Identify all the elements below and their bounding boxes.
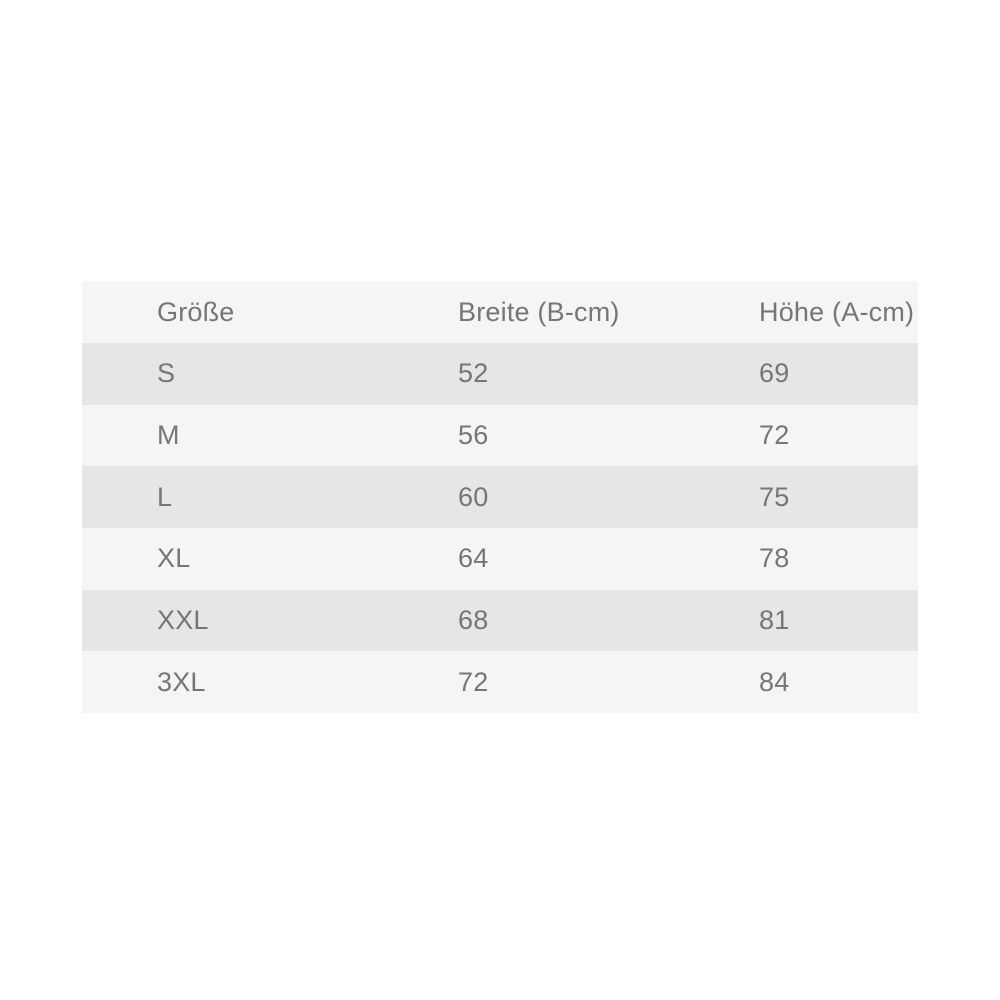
table-row: XL 64 78 bbox=[82, 528, 918, 590]
table-row: 3XL 72 84 bbox=[82, 651, 918, 714]
table-row: S 52 69 bbox=[82, 343, 918, 405]
cell-size: 3XL bbox=[82, 651, 383, 714]
column-header-width: Breite (B-cm) bbox=[383, 281, 684, 343]
table-row: L 60 75 bbox=[82, 466, 918, 529]
cell-height: 84 bbox=[684, 651, 918, 714]
column-header-height: Höhe (A-cm) bbox=[684, 281, 918, 343]
cell-size: XL bbox=[82, 528, 383, 590]
size-chart-body: S 52 69 M 56 72 L 60 75 XL 64 78 XXL 68 bbox=[82, 343, 918, 714]
cell-size: S bbox=[82, 343, 383, 405]
cell-width: 72 bbox=[383, 651, 684, 714]
cell-height: 81 bbox=[684, 589, 918, 652]
cell-height: 69 bbox=[684, 343, 918, 405]
cell-size: M bbox=[82, 404, 383, 467]
cell-height: 78 bbox=[684, 528, 918, 590]
table-row: M 56 72 bbox=[82, 404, 918, 467]
column-header-size: Größe bbox=[82, 281, 383, 343]
table-header-row: Größe Breite (B-cm) Höhe (A-cm) bbox=[82, 281, 918, 343]
cell-height: 75 bbox=[684, 466, 918, 529]
cell-size: L bbox=[82, 466, 383, 529]
size-chart-table: Größe Breite (B-cm) Höhe (A-cm) S 52 69 … bbox=[82, 281, 918, 714]
cell-width: 64 bbox=[383, 528, 684, 590]
cell-height: 72 bbox=[684, 404, 918, 467]
table-row: XXL 68 81 bbox=[82, 589, 918, 652]
cell-width: 68 bbox=[383, 589, 684, 652]
cell-width: 56 bbox=[383, 404, 684, 467]
size-chart-header: Größe Breite (B-cm) Höhe (A-cm) bbox=[82, 281, 918, 343]
cell-size: XXL bbox=[82, 589, 383, 652]
cell-width: 52 bbox=[383, 343, 684, 405]
cell-width: 60 bbox=[383, 466, 684, 529]
